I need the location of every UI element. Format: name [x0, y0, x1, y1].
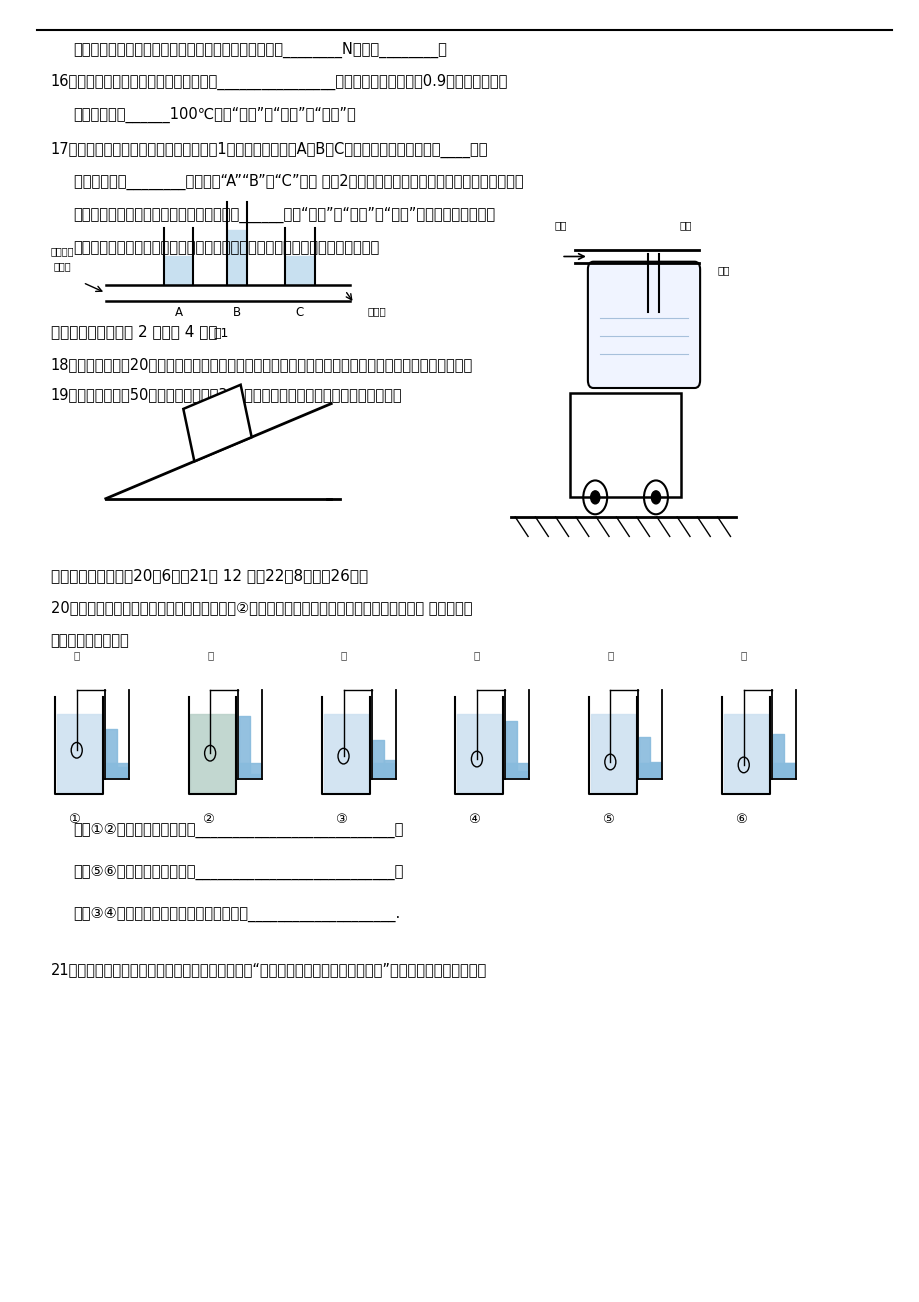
Text: ⑤: ⑤ [601, 812, 613, 825]
Text: ③: ③ [335, 812, 346, 825]
Text: 空气压强，液体就沿细管上升，从管口中流出后，受气流的冲击，被喷成雾状。: 空气压强，液体就沿细管上升，从管口中流出后，受气流的冲击，被喷成雾状。 [74, 240, 380, 255]
Text: 18．一个物体重为20牛，把它放在斜面上，请你用力的示意图画出物体受到的重力和斜面上受到的压力。: 18．一个物体重为20牛，把它放在斜面上，请你用力的示意图画出物体受到的重力和斜… [51, 357, 472, 372]
Text: 图1: 图1 [213, 327, 228, 340]
Text: B: B [233, 306, 241, 319]
Circle shape [651, 491, 660, 504]
Text: ⑥: ⑥ [734, 812, 746, 825]
Bar [570, 393, 680, 497]
Text: ✋: ✋ [74, 650, 80, 660]
Text: 迅速流出，小孔附近空气的流速较大，压强______（填“大于”、“小于”或“等于”）容器里液面上方的: 迅速流出，小孔附近空气的流速较大，压强______（填“大于”、“小于”或“等于… [74, 207, 495, 223]
Text: 三、作图题：（每题 2 分，共 4 分）: 三、作图题：（每题 2 分，共 4 分） [51, 324, 217, 340]
Text: 压强较小的是________处（选填“A”“B”或“C”）。 如图2所示，是喷雾器的原理示意图，当空气从小孔: 压强较小的是________处（选填“A”“B”或“C”）。 如图2所示，是喷雾… [74, 174, 523, 190]
Text: ✋: ✋ [740, 650, 746, 660]
Text: 细管: 细管 [717, 266, 730, 276]
Text: 来的水: 来的水 [53, 262, 72, 272]
Text: 的速度使重物匀速下降，此时钗索对重物的拉力大小是________N，方向________。: 的速度使重物匀速下降，此时钗索对重物的拉力大小是________N，方向____… [74, 42, 447, 57]
Text: 小孔: 小孔 [678, 220, 691, 230]
Text: ①: ① [68, 812, 80, 825]
Text: 比较③④两幅图，你还可以得出什么结论？____________________.: 比较③④两幅图，你还可以得出什么结论？____________________. [74, 906, 401, 922]
Text: 四、实验探究题：（20题6分，21题 12 分，22题8分，入26分）: 四、实验探究题：（20题6分，21题 12 分，22题8分，入26分） [51, 568, 368, 583]
Text: 从水龙头: 从水龙头 [51, 246, 74, 256]
Text: 到水槽: 到水槽 [368, 306, 386, 316]
Text: 比较①②两幅图，可以得出：___________________________；: 比较①②两幅图，可以得出：___________________________… [74, 823, 403, 838]
Text: 19．如图所示，用50牛沿与水平方向成30°的力斜向上拉小车，画出拉力的示意图。: 19．如图所示，用50牛沿与水平方向成30°的力斜向上拉小车，画出拉力的示意图。 [51, 387, 402, 402]
Text: 20．图是探究液体内部压强情况的六幅图，除②图杯中装的浓盐水外，其余杯里装的都是水。 请你仔细观: 20．图是探究液体内部压强情况的六幅图，除②图杯中装的浓盐水外，其余杯里装的都是… [51, 600, 471, 616]
Text: 17．打开自来水龙头，使自来水流过如图1所示的玻璃管，在A、B、C三处，水的流速较大的是____处，: 17．打开自来水龙头，使自来水流过如图1所示的玻璃管，在A、B、C三处，水的流速… [51, 142, 488, 158]
Text: ✋: ✋ [207, 650, 213, 660]
Text: 21．某同学（利用小桌、码码、泡澡塑料）在探究“压力的作用效果跟什么因素有关”时，实验过程如图所示，: 21．某同学（利用小桌、码码、泡澡塑料）在探究“压力的作用效果跟什么因素有关”时… [51, 962, 486, 978]
Text: 察这六幅图后回答：: 察这六幅图后回答： [51, 633, 130, 648]
Text: ④: ④ [468, 812, 480, 825]
Text: C: C [296, 306, 303, 319]
Text: ✋: ✋ [607, 650, 613, 660]
Circle shape [590, 491, 599, 504]
FancyBboxPatch shape [587, 262, 699, 388]
Text: ✋: ✋ [340, 650, 346, 660]
Text: ✋: ✋ [473, 650, 480, 660]
Text: 这时水的永点______100℃（填“高于”、“低于”或“等于”）: 这时水的永点______100℃（填“高于”、“低于”或“等于”） [74, 107, 356, 122]
Polygon shape [183, 385, 252, 461]
Text: 16．历史上证明大气压存在的著名实验是________________，乌鲁木齐的大气压约0.9个标准大气压，: 16．历史上证明大气压存在的著名实验是________________，乌鲁木齐… [51, 74, 507, 90]
Text: A: A [175, 306, 182, 319]
Text: 比较⑤⑥两幅图，可以得出：___________________________；: 比较⑤⑥两幅图，可以得出：___________________________… [74, 865, 403, 880]
Text: ②: ② [201, 812, 213, 825]
Text: 进气: 进气 [554, 220, 567, 230]
